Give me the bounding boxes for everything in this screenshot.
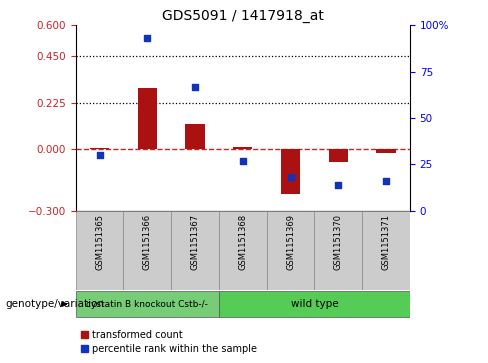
Text: wild type: wild type	[290, 299, 338, 309]
Bar	[76, 291, 219, 317]
Text: GSM1151365: GSM1151365	[95, 214, 104, 270]
Point	[96, 152, 103, 158]
Point	[143, 36, 151, 41]
Text: GSM1151371: GSM1151371	[382, 214, 390, 270]
Bar	[90, 148, 109, 149]
Bar	[377, 149, 396, 153]
Title: GDS5091 / 1417918_at: GDS5091 / 1417918_at	[162, 9, 324, 23]
Text: GSM1151370: GSM1151370	[334, 214, 343, 270]
Bar	[76, 211, 123, 290]
Text: genotype/variation: genotype/variation	[5, 299, 104, 309]
Text: cystatin B knockout Cstb-/-: cystatin B knockout Cstb-/-	[86, 299, 208, 309]
Bar	[329, 149, 348, 162]
Bar	[233, 147, 252, 149]
Bar	[219, 291, 410, 317]
Text: GSM1151369: GSM1151369	[286, 214, 295, 270]
Point	[191, 83, 199, 89]
Bar	[314, 211, 362, 290]
Bar	[185, 124, 204, 149]
Point	[382, 178, 390, 184]
Bar	[123, 211, 171, 290]
Bar	[171, 211, 219, 290]
Bar	[362, 211, 410, 290]
Legend: transformed count, percentile rank within the sample: transformed count, percentile rank withi…	[81, 330, 257, 354]
Text: GSM1151366: GSM1151366	[143, 214, 152, 270]
Text: GSM1151368: GSM1151368	[238, 214, 247, 270]
Text: GSM1151367: GSM1151367	[190, 214, 200, 270]
Bar	[266, 211, 314, 290]
Point	[334, 182, 342, 188]
Bar	[281, 149, 300, 194]
Bar	[219, 211, 266, 290]
Point	[286, 174, 294, 180]
Bar	[138, 88, 157, 149]
Point	[239, 158, 246, 163]
